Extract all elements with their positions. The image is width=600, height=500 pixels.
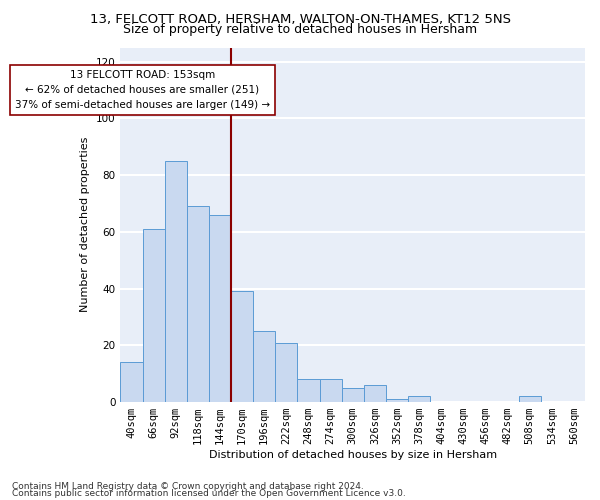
Bar [298, 380, 320, 402]
Text: 13, FELCOTT ROAD, HERSHAM, WALTON-ON-THAMES, KT12 5NS: 13, FELCOTT ROAD, HERSHAM, WALTON-ON-THA… [89, 12, 511, 26]
Bar [209, 215, 231, 402]
Bar [364, 385, 386, 402]
Bar [187, 206, 209, 402]
Text: 13 FELCOTT ROAD: 153sqm
← 62% of detached houses are smaller (251)
37% of semi-d: 13 FELCOTT ROAD: 153sqm ← 62% of detache… [15, 70, 270, 110]
Bar [518, 396, 541, 402]
Bar [164, 161, 187, 402]
X-axis label: Distribution of detached houses by size in Hersham: Distribution of detached houses by size … [209, 450, 497, 460]
Text: Contains public sector information licensed under the Open Government Licence v3: Contains public sector information licen… [12, 489, 406, 498]
Bar [143, 229, 164, 402]
Bar [275, 342, 298, 402]
Bar [320, 380, 341, 402]
Bar [408, 396, 430, 402]
Bar [253, 331, 275, 402]
Bar [386, 399, 408, 402]
Bar [341, 388, 364, 402]
Bar [121, 362, 143, 402]
Bar [231, 292, 253, 402]
Y-axis label: Number of detached properties: Number of detached properties [80, 137, 90, 312]
Text: Size of property relative to detached houses in Hersham: Size of property relative to detached ho… [123, 22, 477, 36]
Text: Contains HM Land Registry data © Crown copyright and database right 2024.: Contains HM Land Registry data © Crown c… [12, 482, 364, 491]
